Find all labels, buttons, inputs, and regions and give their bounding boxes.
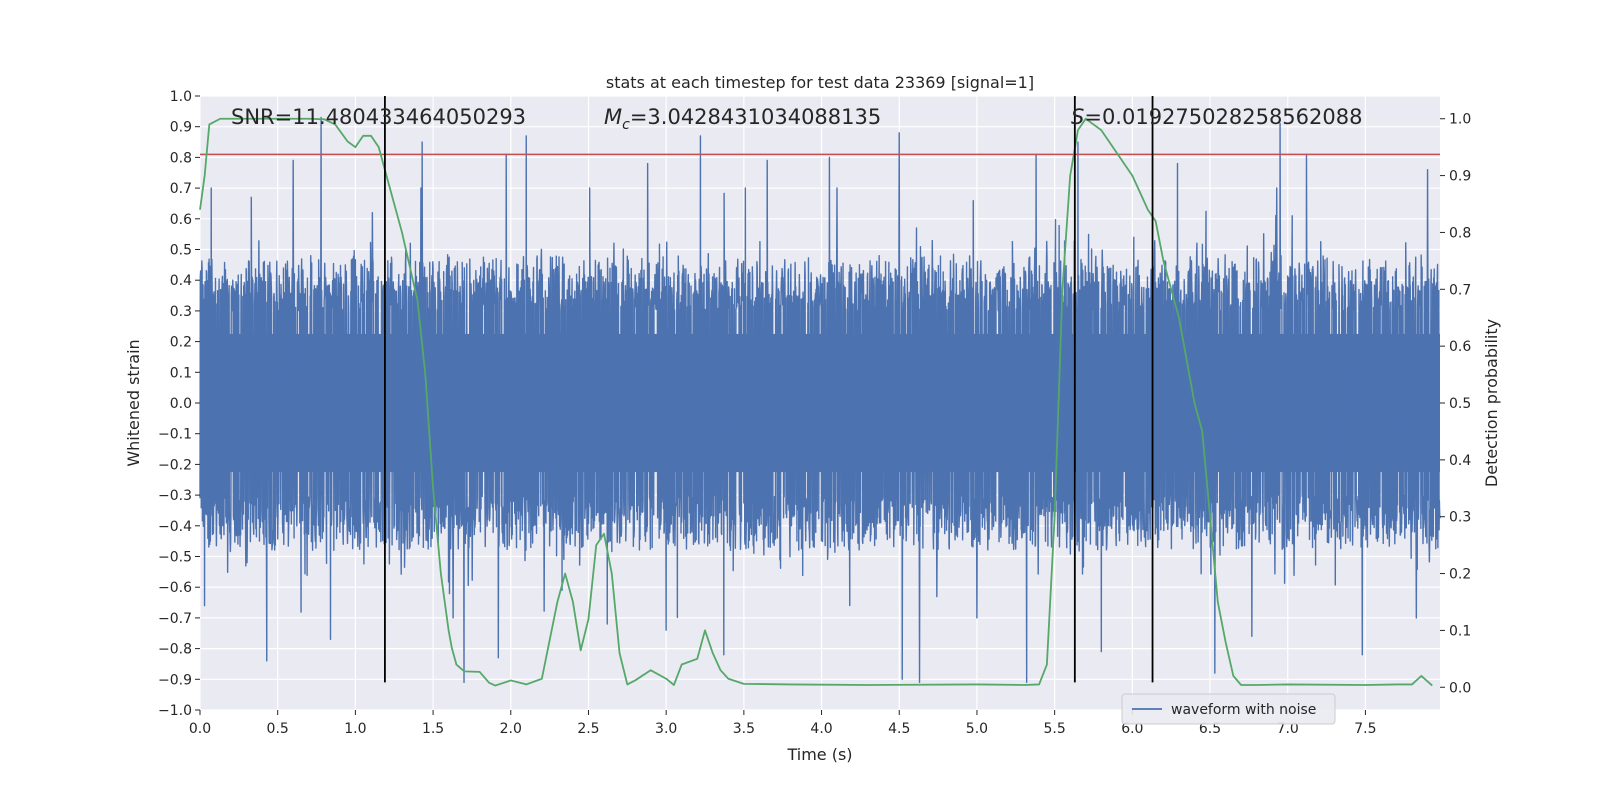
y-tick-label: −0.2 bbox=[158, 457, 192, 473]
x-tick-label: 1.0 bbox=[344, 721, 366, 737]
y-tick-label: −0.1 bbox=[158, 427, 192, 443]
y2-axis-label: Detection probability bbox=[1482, 319, 1501, 487]
y-axis-label: Whitened strain bbox=[124, 339, 143, 466]
y2-tick-label: 0.8 bbox=[1449, 225, 1471, 241]
y2-tick-label: 0.7 bbox=[1449, 282, 1471, 298]
x-tick-label: 4.5 bbox=[888, 721, 910, 737]
chirp-mass-value: =3.0428431034088135 bbox=[630, 105, 881, 129]
y-tick-label: 1.0 bbox=[170, 89, 192, 105]
x-tick-label: 6.0 bbox=[1121, 721, 1143, 737]
vertical-markers bbox=[384, 96, 1154, 683]
chirp-mass-symbol: M bbox=[604, 105, 622, 129]
y-tick-label: −1.0 bbox=[158, 703, 192, 719]
y-tick-label: −0.3 bbox=[158, 488, 192, 504]
y2-tick-label: 0.3 bbox=[1449, 510, 1471, 526]
y-tick-label: 0.0 bbox=[170, 396, 192, 412]
y2-tick-label: 0.9 bbox=[1449, 169, 1471, 185]
x-tick-label: 7.0 bbox=[1277, 721, 1299, 737]
legend-label: waveform with noise bbox=[1171, 702, 1316, 718]
x-tick-label: 4.0 bbox=[810, 721, 832, 737]
y2-tick-label: 0.6 bbox=[1449, 339, 1471, 355]
chart-title: stats at each timestep for test data 233… bbox=[606, 73, 1034, 92]
x-tick-label: 7.5 bbox=[1354, 721, 1376, 737]
y2-tick-label: 0.2 bbox=[1449, 567, 1471, 583]
x-tick-label: 0.5 bbox=[267, 721, 289, 737]
detection-probability-line bbox=[199, 117, 1433, 687]
x-tick-label: 2.0 bbox=[500, 721, 522, 737]
y-tick-label: −0.6 bbox=[158, 580, 192, 596]
y-tick-label: −0.5 bbox=[158, 550, 192, 566]
y2-tick-label: 1.0 bbox=[1449, 112, 1471, 128]
y-tick-label: 0.9 bbox=[170, 120, 192, 136]
y2-tick-label: 0.4 bbox=[1449, 453, 1471, 469]
x-tick-label: 5.0 bbox=[966, 721, 988, 737]
y-tick-label: −0.4 bbox=[158, 519, 192, 535]
y-tick-label: 0.1 bbox=[170, 365, 192, 381]
y-tick-label: 0.6 bbox=[170, 212, 192, 228]
y-tick-label: −0.7 bbox=[158, 611, 192, 627]
legend-box bbox=[1121, 693, 1336, 725]
snr-annotation: SNR=11.480433464050293 bbox=[231, 105, 526, 129]
s-value: =0.019275028258562088 bbox=[1084, 105, 1362, 129]
x-tick-label: 0.0 bbox=[189, 721, 211, 737]
x-tick-label: 3.0 bbox=[655, 721, 677, 737]
y2-tick-label: 0.0 bbox=[1449, 680, 1471, 696]
y-tick-label: 0.8 bbox=[170, 150, 192, 166]
y-tick-label: −0.8 bbox=[158, 642, 192, 658]
y2-tick-label: 0.5 bbox=[1449, 396, 1471, 412]
y2-axis-ticks: 0.0 0.1 0.2 0.3 0.4 0.5 0.6 0.7 0.8 0.9 1.0 bbox=[1440, 112, 1471, 696]
x-tick-label: 2.5 bbox=[577, 721, 599, 737]
chirp-mass-annotation: Mc=3.0428431034088135 bbox=[604, 105, 881, 133]
x-tick-label: 5.5 bbox=[1044, 721, 1066, 737]
s-annotation: S=0.019275028258562088 bbox=[1071, 105, 1362, 129]
chirp-mass-subscript: c bbox=[622, 117, 630, 133]
y-tick-label: 0.7 bbox=[170, 181, 192, 197]
legend: waveform with noise bbox=[1121, 693, 1336, 725]
y-tick-label: −0.9 bbox=[158, 672, 192, 688]
y-axis-ticks: −1.0 −0.9 −0.8 −0.7 −0.6 −0.5 −0.4 −0.3 −0.2 −0.1… bbox=[158, 89, 200, 719]
y-tick-label: 0.5 bbox=[170, 243, 192, 259]
y-tick-label: 0.3 bbox=[170, 304, 192, 320]
x-axis-ticks: 0.0 0.5 1.0 1.5 2.0 2.5 3.0 3.5 4.0 4.5 5.0 5.5 6.0 6… bbox=[189, 710, 1377, 737]
y2-tick-label: 0.1 bbox=[1449, 623, 1471, 639]
x-tick-label: 6.5 bbox=[1199, 721, 1221, 737]
waveform-with-noise-line bbox=[199, 116, 1441, 684]
x-tick-label: 1.5 bbox=[422, 721, 444, 737]
detection-probability-series bbox=[199, 117, 1433, 687]
waveform-with-noise-series bbox=[199, 116, 1441, 684]
y-tick-label: 0.4 bbox=[170, 273, 192, 289]
s-symbol: S bbox=[1071, 105, 1084, 129]
y-tick-label: 0.2 bbox=[170, 335, 192, 351]
x-axis-label: Time (s) bbox=[786, 745, 852, 764]
x-tick-label: 3.5 bbox=[733, 721, 755, 737]
